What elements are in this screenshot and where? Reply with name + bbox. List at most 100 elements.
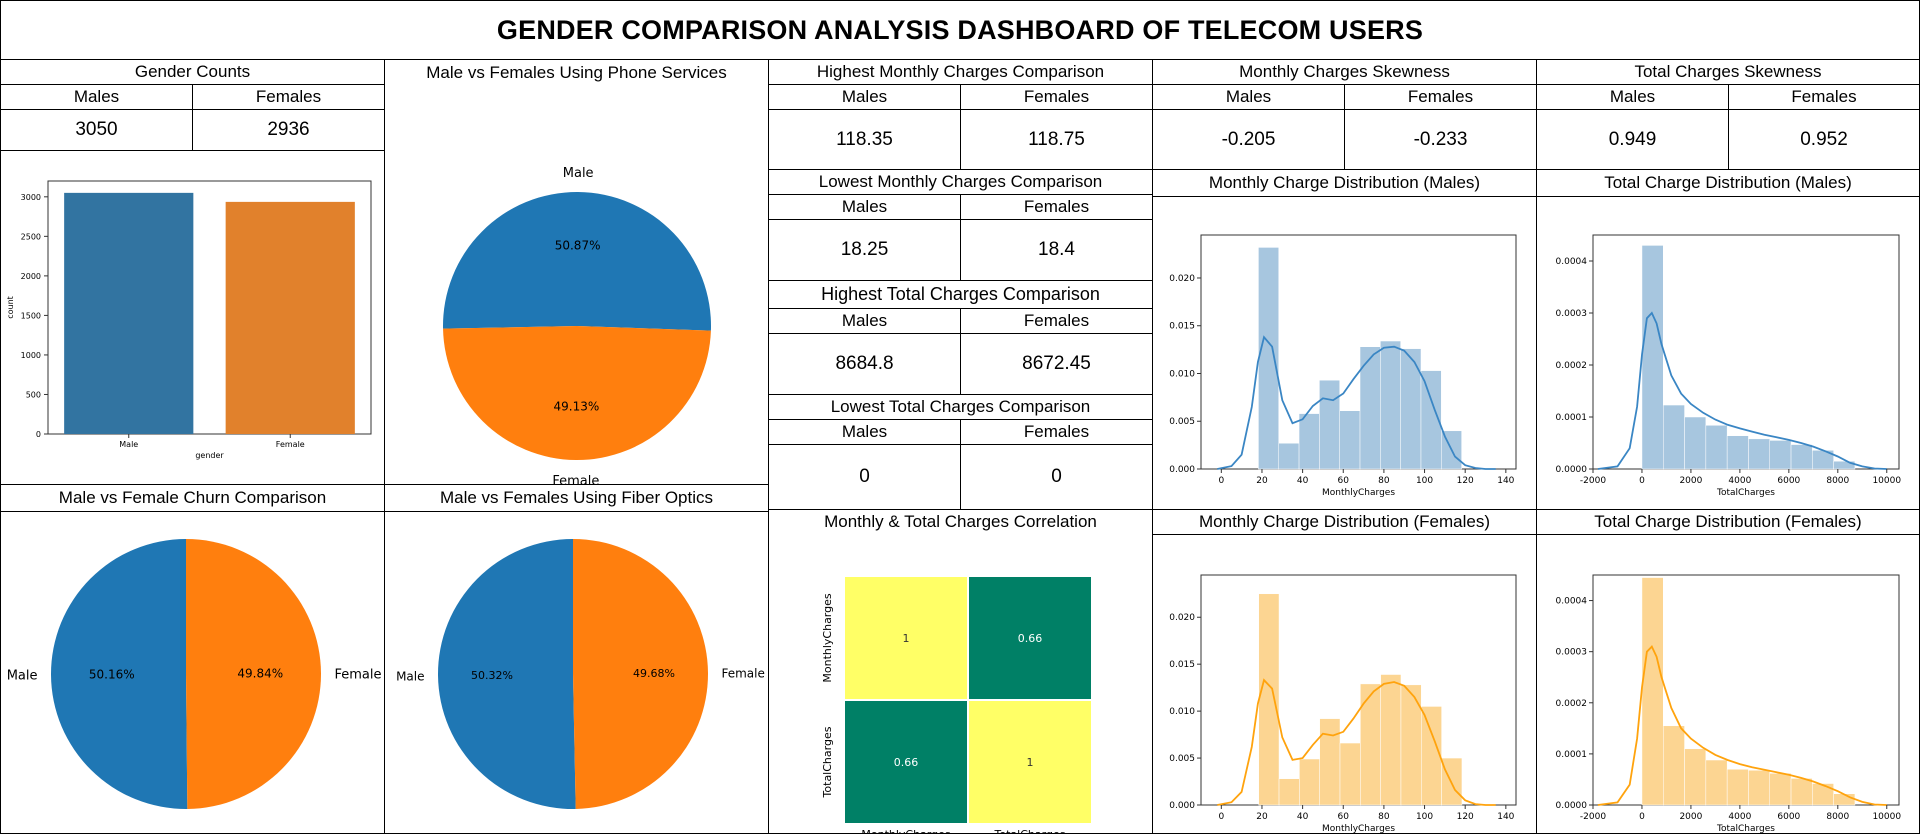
dist-xtick-label-3: 60 bbox=[1338, 812, 1350, 822]
dist-ytick-label-2: 0.010 bbox=[1169, 369, 1195, 379]
lowest-total-females-value: 0 bbox=[960, 444, 1153, 510]
bar-xtick-label-0: Male bbox=[119, 440, 138, 449]
bar-male bbox=[64, 192, 194, 434]
dist-bin-2 bbox=[1684, 416, 1707, 470]
churn-panel: Male vs Female Churn Comparison 50.16% Ma… bbox=[0, 484, 385, 834]
dist-ytick-label-4: 0.0004 bbox=[1556, 257, 1588, 267]
dist-xlabel: MonthlyCharges bbox=[1322, 488, 1395, 498]
pie-pct-female: 49.13% bbox=[554, 399, 600, 413]
correlation-heatmap: 1 0.66 0.66 1 MonthlyCharges TotalCharges Mont… bbox=[821, 577, 1091, 838]
bar-ytick-label-6: 3000 bbox=[21, 193, 41, 202]
dist-kde-line bbox=[1597, 645, 1887, 806]
dist-ytick-label-3: 0.0003 bbox=[1556, 648, 1588, 658]
dist-xtick-label-4: 6000 bbox=[1777, 476, 1800, 486]
monthly-dist-males-panel: Monthly Charge Distribution (Males) 0 20 4… bbox=[1152, 169, 1537, 510]
dist-xtick-label-3: 4000 bbox=[1728, 476, 1751, 486]
dist-kde-line bbox=[1217, 678, 1496, 806]
dist-bin-0 bbox=[1258, 593, 1280, 806]
total-skew-females-value: 0.952 bbox=[1728, 109, 1920, 170]
monthly-skew-title: Monthly Charges Skewness bbox=[1152, 59, 1537, 85]
heatmap-label-1-0: 0.66 bbox=[894, 756, 919, 769]
dist-bin-8 bbox=[1420, 370, 1442, 470]
dist-ytick-label-0: 0.0000 bbox=[1556, 465, 1588, 475]
dist-plot-frame bbox=[1592, 234, 1900, 470]
highest-total-males-value: 8684.8 bbox=[768, 333, 961, 395]
dist-xtick-label-4: 6000 bbox=[1777, 812, 1800, 822]
bar-female bbox=[225, 201, 355, 434]
dist-xlabel: TotalCharges bbox=[1716, 824, 1775, 833]
dist-bin-4 bbox=[1339, 410, 1361, 470]
monthly-dist-males-title: Monthly Charge Distribution (Males) bbox=[1153, 170, 1536, 197]
dist-bin-3 bbox=[1319, 718, 1341, 806]
dist-bin-3 bbox=[1319, 379, 1340, 470]
dist-bin-7 bbox=[1790, 778, 1813, 806]
lowest-monthly-males-value: 18.25 bbox=[768, 219, 961, 281]
dist-xtick-label-3: 4000 bbox=[1728, 812, 1751, 822]
pie-slice-male bbox=[443, 192, 711, 331]
dist-kde-line bbox=[1217, 335, 1496, 470]
heatmap-label-0-0: 1 bbox=[903, 632, 910, 645]
total-skew-females-label: Females bbox=[1728, 84, 1920, 110]
pie-label-male: Male bbox=[396, 669, 424, 683]
dist-bin-6 bbox=[1380, 674, 1402, 806]
dist-bin-4 bbox=[1726, 435, 1749, 470]
dist-bin-4 bbox=[1726, 768, 1749, 806]
lowest-total-males-value: 0 bbox=[768, 444, 961, 510]
bar-ytick-label-3: 1500 bbox=[21, 311, 41, 320]
dist-xtick-label-0: -2000 bbox=[1580, 476, 1606, 486]
highest-total-females-value: 8672.45 bbox=[960, 333, 1153, 395]
dist-ytick-label-0: 0.0000 bbox=[1556, 801, 1588, 811]
dist-xtick-label-0: -2000 bbox=[1580, 812, 1606, 822]
dist-bin-9 bbox=[1833, 460, 1856, 470]
gender-bar-chart: 0 500 1000 1500 2000 2500 3000 Male Female gender… bbox=[6, 180, 372, 460]
dist-ytick-label-3: 0.015 bbox=[1169, 660, 1195, 670]
phone-services-pie: 50.87% Male 49.13% Female bbox=[443, 166, 711, 489]
fiber-title: Male vs Females Using Fiber Optics bbox=[385, 485, 768, 512]
dist-bin-3 bbox=[1705, 759, 1728, 806]
pie-label-male: Male bbox=[563, 166, 594, 181]
monthly-skew-males-label: Males bbox=[1152, 84, 1345, 110]
heatmap-label-0-1: 0.66 bbox=[1018, 632, 1043, 645]
monthly-skew-females-label: Females bbox=[1344, 84, 1537, 110]
total-dist-females-panel: Total Charge Distribution (Females) -200… bbox=[1536, 509, 1920, 834]
highest-monthly-females-label: Females bbox=[960, 84, 1153, 110]
dist-xtick-label-5: 8000 bbox=[1826, 812, 1849, 822]
dist-xtick-label-2: 2000 bbox=[1679, 812, 1702, 822]
lowest-monthly-females-label: Females bbox=[960, 194, 1153, 220]
pie-pct-female: 49.68% bbox=[633, 667, 675, 680]
gender-bar-panel: 0 500 1000 1500 2000 2500 3000 Male Female gender… bbox=[0, 150, 385, 485]
dist-xtick-label-6: 120 bbox=[1457, 476, 1474, 486]
bar-ytick-label-0: 0 bbox=[36, 430, 41, 439]
dist-xlabel: TotalCharges bbox=[1716, 488, 1775, 498]
dashboard-title: GENDER COMPARISON ANALYSIS DASHBOARD OF … bbox=[0, 0, 1920, 60]
dist-xlabel: MonthlyCharges bbox=[1322, 824, 1395, 833]
lowest-total-males-label: Males bbox=[768, 419, 961, 445]
pie-slice-male bbox=[50, 539, 188, 809]
total-dist-males-title: Total Charge Distribution (Males) bbox=[1537, 170, 1919, 197]
highest-total-title: Highest Total Charges Comparison bbox=[768, 280, 1153, 309]
gender-counts-females-label: Females bbox=[192, 84, 385, 110]
bar-ylabel: count bbox=[6, 296, 15, 319]
dist-xtick-label-3: 60 bbox=[1338, 476, 1350, 486]
gender-counts-females-value: 2936 bbox=[192, 109, 385, 151]
highest-total-males-label: Males bbox=[768, 308, 961, 334]
dist-xtick-label-1: 20 bbox=[1256, 812, 1268, 822]
correlation-panel: Monthly & Total Charges Correlation 1 0.6… bbox=[768, 509, 1153, 838]
dist-ytick-label-3: 0.015 bbox=[1169, 322, 1195, 332]
dist-bin-3 bbox=[1705, 425, 1728, 470]
dist-xtick-label-6: 10000 bbox=[1872, 812, 1901, 822]
dist-bin-2 bbox=[1298, 413, 1320, 470]
dist-ytick-label-4: 0.020 bbox=[1169, 274, 1195, 284]
dist-xtick-label-7: 140 bbox=[1497, 812, 1514, 822]
dist-ytick-label-2: 0.0002 bbox=[1556, 699, 1588, 709]
dist-bin-1 bbox=[1663, 725, 1685, 806]
pie-pct-male: 50.87% bbox=[555, 239, 601, 253]
dist-bin-6 bbox=[1769, 773, 1792, 806]
dist-xtick-label-0: 0 bbox=[1218, 476, 1224, 486]
pie-label-female: Female bbox=[552, 474, 599, 484]
total-dist-females-title: Total Charge Distribution (Females) bbox=[1537, 510, 1919, 535]
lowest-monthly-females-value: 18.4 bbox=[960, 219, 1153, 281]
dist-xtick-label-1: 20 bbox=[1256, 476, 1268, 486]
dist-xtick-label-5: 8000 bbox=[1826, 476, 1849, 486]
dist-bin-5 bbox=[1360, 683, 1381, 806]
